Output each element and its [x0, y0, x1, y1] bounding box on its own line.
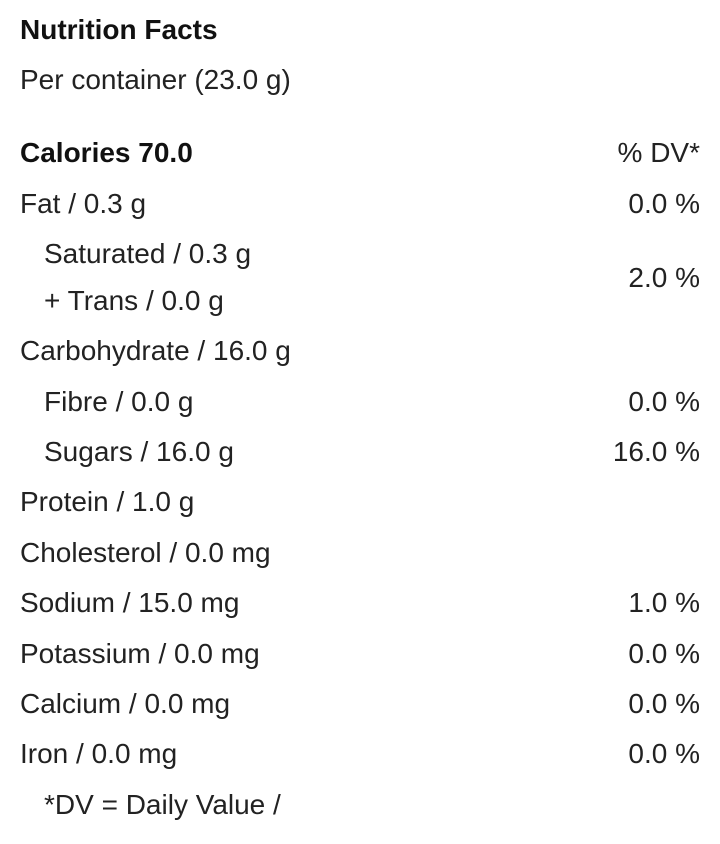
row-fibre-dv: 0.0 %	[628, 386, 700, 417]
row-iron-dv: 0.0 %	[628, 738, 700, 769]
row-sugars: Sugars / 16.0 g	[44, 436, 234, 467]
row-fibre: Fibre / 0.0 g	[44, 386, 194, 417]
footnote: *DV = Daily Value /	[44, 789, 281, 820]
row-protein: Protein / 1.0 g	[20, 486, 195, 517]
row-sugars-dv: 16.0 %	[612, 436, 700, 467]
row-calcium: Calcium / 0.0 mg	[20, 688, 231, 719]
row-fat: Fat / 0.3 g	[20, 188, 147, 219]
row-iron: Iron / 0.0 mg	[20, 738, 178, 769]
calories: Calories 70.0	[20, 137, 193, 168]
row-potassium-dv: 0.0 %	[628, 638, 700, 669]
row-potassium: Potassium / 0.0 mg	[20, 638, 260, 669]
row-saturated: Saturated / 0.3 g	[44, 238, 252, 269]
row-saturated-dv: 2.0 %	[628, 262, 700, 293]
row-sodium: Sodium / 15.0 mg	[20, 587, 240, 618]
row-sodium-dv: 1.0 %	[628, 587, 700, 618]
row-trans: + Trans / 0.0 g	[44, 285, 224, 316]
dv-header: % DV*	[617, 137, 700, 168]
row-fat-dv: 0.0 %	[628, 188, 700, 219]
row-calcium-dv: 0.0 %	[628, 688, 700, 719]
row-cholesterol: Cholesterol / 0.0 mg	[20, 537, 271, 568]
title: Nutrition Facts	[20, 14, 218, 45]
serving-size: Per container (23.0 g)	[20, 64, 291, 95]
row-carbohydrate: Carbohydrate / 16.0 g	[20, 335, 291, 366]
